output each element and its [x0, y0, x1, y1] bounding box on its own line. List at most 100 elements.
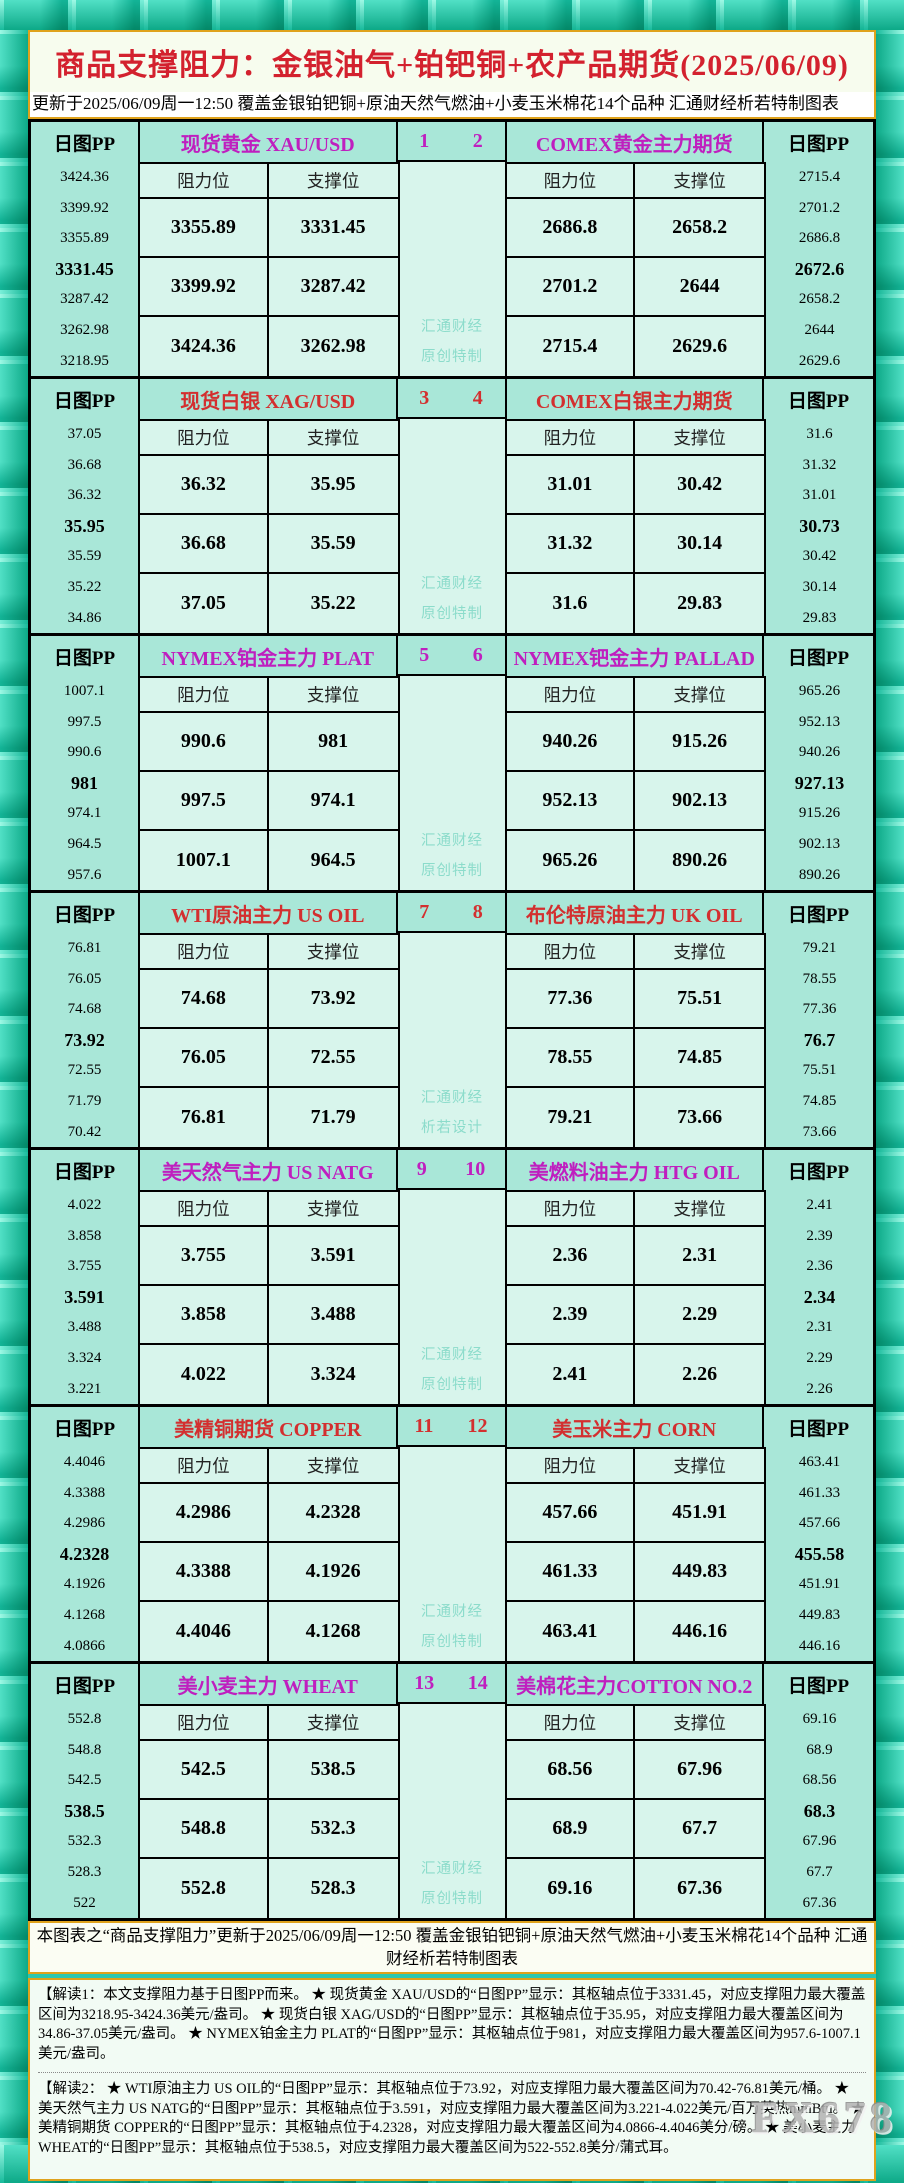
section-numbers: 3 4 [397, 379, 507, 420]
resistance-header: 阻力位 [140, 164, 269, 200]
page-title: 商品支撑阻力：金银油气+铂钯铜+农产品期货(2025/06/09) [55, 49, 849, 82]
support-value: 2.31 [635, 1227, 764, 1287]
section-number: 11 [414, 1414, 434, 1437]
pp-level-value: 2.29 [806, 1350, 833, 1367]
support-value: 3.324 [310, 1363, 356, 1386]
pp-level-value: 1007.1 [63, 683, 106, 700]
support-value: 67.96 [635, 1741, 764, 1801]
pivot-levels-right: 2.41 2.39 2.36 2.34 2.31 2.29 2.26 [764, 1190, 873, 1405]
pp-level-value: 72.55 [67, 1062, 102, 1079]
sr-table-right: 阻力位 支撑位 940.26 915.26 952.13 902.13 965.26 89… [506, 676, 764, 891]
pivot-point-value: 927.13 [794, 772, 845, 793]
pp-level-value: 3399.92 [60, 199, 109, 216]
sections: 日图PP 现货黄金 XAU/USD 1 2 COMEX黄金主力期货 日图PP 3… [31, 122, 873, 1919]
brand-watermark-line2: 原创特制 [421, 1634, 483, 1651]
pp-level-value: 3287.42 [60, 291, 109, 308]
resistance-value: 3424.36 [140, 317, 269, 377]
resistance-value: 2.36 [506, 1227, 636, 1287]
pivot-levels-right: 79.21 78.55 77.36 76.7 75.51 74.85 73.66 [764, 933, 873, 1148]
frame-right-tiles [876, 30, 904, 2145]
pp-level-value: 4.1268 [63, 1607, 106, 1624]
support-value: 2644 [635, 258, 764, 318]
pp-level-value: 30.42 [802, 548, 837, 565]
support-value: 981 [268, 713, 398, 773]
update-subtitle: 更新于2025/06/09周一12:50 覆盖金银铂钯铜+原油天然气燃油+小麦玉… [30, 92, 874, 118]
pp-level-value: 34.86 [67, 609, 102, 626]
instrument-title-left: 现货白银 XAG/USD [140, 379, 398, 420]
pp-level-value: 952.13 [798, 713, 841, 730]
support-value: 30.42 [635, 456, 764, 516]
resistance-value: 463.41 [507, 1602, 636, 1662]
section-body: 4.4046 4.3388 4.2986 4.2328 4.1926 4.1268 4.08… [31, 1447, 873, 1662]
pp-level-value: 957.6 [67, 866, 102, 883]
resistance-value: 3.755 [140, 1227, 269, 1287]
pp-level-value: 76.81 [67, 940, 102, 957]
commodity-section: 日图PP 美天然气主力 US NATG 9 10 美燃料油主力 HTG OIL … [31, 1150, 873, 1408]
pp-level-value: 35.59 [67, 548, 102, 565]
section-header: 日图PP 现货白银 XAG/USD 3 4 COMEX白银主力期货 日图PP [31, 379, 873, 420]
daily-pp-label-left: 日图PP [31, 1150, 140, 1191]
brand-watermark-line1: 汇通财经 [421, 319, 483, 336]
section-number: 7 [419, 900, 430, 923]
resistance-value: 990.6 [140, 713, 269, 773]
pp-level-value: 31.32 [802, 456, 837, 473]
daily-pp-label-right: 日图PP [787, 647, 850, 669]
resistance-value: 4.3388 [140, 1543, 269, 1603]
sr-table-left: 阻力位 支撑位 542.5 538.5 548.8 532.3 552.8 528.3 [140, 1704, 398, 1919]
section-number: 14 [467, 1671, 488, 1694]
section-body: 552.8 548.8 542.5 538.5 532.3 528.3 522 阻力位 支撑… [31, 1704, 873, 1919]
daily-pp-label-left: 日图PP [31, 1664, 140, 1705]
pp-level-value: 3.324 [67, 1350, 102, 1367]
pp-level-value: 36.68 [67, 456, 102, 473]
section-number: 13 [414, 1671, 435, 1694]
sr-table-left: 阻力位 支撑位 3.755 3.591 3.858 3.488 4.022 3.324 [140, 1190, 398, 1405]
pivot-levels-right: 31.6 31.32 31.01 30.73 30.42 30.14 29.83 [764, 419, 873, 634]
support-value: 3.591 [268, 1227, 398, 1287]
resistance-value: 77.36 [506, 970, 636, 1030]
daily-pp-label-right: 日图PP [787, 133, 850, 155]
support-value: 3262.98 [300, 335, 366, 358]
resistance-value: 68.56 [506, 1741, 636, 1801]
daily-pp-label-right: 日图PP [787, 1418, 850, 1440]
pp-level-value: 940.26 [798, 744, 841, 761]
pp-level-value: 2.31 [806, 1319, 833, 1336]
resistance-header: 阻力位 [506, 678, 636, 714]
brand-watermark-line1: 汇通财经 [421, 1347, 483, 1364]
section-header: 日图PP 美小麦主力 WHEAT 13 14 美棉花主力COTTON NO.2 … [31, 1664, 873, 1705]
support-value: 74.85 [635, 1029, 764, 1089]
daily-pp-label-right: 日图PP [787, 1675, 850, 1697]
pp-level-value: 449.83 [798, 1607, 841, 1624]
pp-level-value: 532.3 [67, 1833, 102, 1850]
pp-level-value: 29.83 [802, 609, 837, 626]
resistance-header: 阻力位 [506, 1706, 636, 1742]
pivot-levels-left: 4.022 3.858 3.755 3.591 3.488 3.324 3.221 [31, 1190, 140, 1405]
support-header: 支撑位 [268, 678, 398, 714]
pp-level-value: 68.56 [802, 1772, 837, 1789]
resistance-value: 3355.89 [140, 199, 269, 259]
support-value: 35.95 [268, 456, 398, 516]
pivot-point-value: 981 [71, 772, 98, 793]
support-value: 30.14 [635, 515, 764, 575]
watermark-cell: 汇通财经 原创特制 [397, 1704, 507, 1919]
brand-watermark-line1: 汇通财经 [421, 1861, 483, 1878]
pivot-levels-right: 2715.4 2701.2 2686.8 2672.6 2658.2 2644 2629.6 [764, 162, 873, 377]
pp-level-value: 69.16 [802, 1711, 837, 1728]
support-value: 451.91 [635, 1484, 764, 1544]
pivot-point-value: 68.3 [803, 1800, 836, 1821]
watermark-cell: 汇通财经 原创特制 [397, 1447, 507, 1662]
support-value: 538.5 [268, 1741, 398, 1801]
resistance-header: 阻力位 [140, 1192, 269, 1228]
sr-table-right: 阻力位 支撑位 2686.8 2658.2 2701.2 2644 2715.4 2629… [506, 162, 764, 377]
resistance-value: 2686.8 [506, 199, 636, 259]
pp-level-value: 70.42 [67, 1123, 102, 1140]
pivot-point-value: 2672.6 [794, 258, 845, 279]
pp-level-value: 74.68 [67, 1001, 102, 1018]
support-value: 73.66 [677, 1106, 723, 1129]
resistance-value: 69.16 [507, 1859, 636, 1919]
daily-pp-label-left: 日图PP [31, 893, 140, 934]
support-value: 890.26 [672, 849, 728, 872]
instrument-title-right: 美燃料油主力 HTG OIL [507, 1150, 764, 1191]
section-number: 5 [419, 643, 430, 666]
frame-top-tiles [0, 0, 904, 30]
